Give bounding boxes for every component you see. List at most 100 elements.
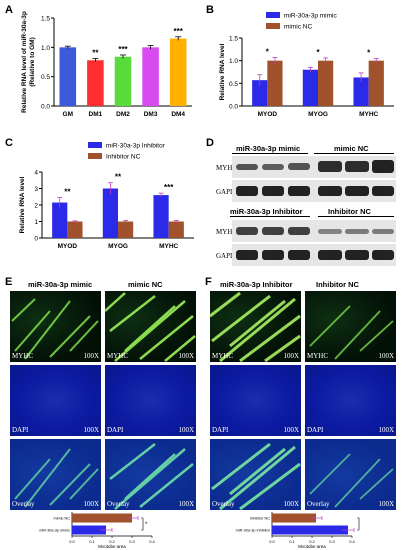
x-tick-label: 0.2 xyxy=(309,539,315,544)
x-tick-label: 0.4 xyxy=(349,539,355,544)
bar xyxy=(59,47,77,106)
x-tick-label: 0.3 xyxy=(329,539,335,544)
e-overlay-nc-image: Overlay 100X xyxy=(105,439,196,510)
y-tick-label: 0.0 xyxy=(41,104,50,111)
magnification-label: 100X xyxy=(283,352,299,360)
bar xyxy=(153,195,169,238)
bar xyxy=(52,202,68,238)
y-tick-label: 3 xyxy=(34,186,38,193)
magnification-label: 100X xyxy=(378,426,394,434)
wb-strip-gapdh-2 xyxy=(232,244,396,266)
bar xyxy=(114,56,132,106)
x-tick-label: 0.1 xyxy=(89,539,95,544)
bar xyxy=(102,188,118,238)
image-label: MYHC xyxy=(212,352,234,360)
x-tick-label: MYOG xyxy=(308,111,328,118)
legend-label: miR-30a-3p mimic xyxy=(284,13,337,20)
y-axis-label: Relative RNA level xyxy=(19,176,26,233)
image-label: DAPI xyxy=(212,426,229,434)
significance-label: * xyxy=(316,48,320,57)
bar xyxy=(318,60,334,106)
panel-f-images: miR-30a-3p Inhibitor Inhibitor NC MYHC 1… xyxy=(208,276,402,550)
wb-title-line xyxy=(232,153,308,154)
significance-label: *** xyxy=(174,27,184,36)
bar xyxy=(87,60,104,106)
significance-label: ** xyxy=(92,48,99,57)
legend-swatch xyxy=(88,153,102,159)
y-tick-label: 4 xyxy=(34,170,38,177)
bar xyxy=(142,47,159,106)
bar xyxy=(169,38,187,106)
bar xyxy=(72,513,132,523)
image-label: Overlay xyxy=(307,500,330,508)
legend-label: Inhibitor NC xyxy=(106,154,141,161)
panel-f-col2-title: Inhibitor NC xyxy=(316,280,359,289)
y-tick-label: miR-30a-3p mimic xyxy=(39,529,70,533)
image-label: Overlay xyxy=(212,500,235,508)
magnification-label: 100X xyxy=(178,352,194,360)
x-tick-label: MYHC xyxy=(159,243,178,250)
significance-label: * xyxy=(367,48,371,57)
y-tick-label: 1.5 xyxy=(229,36,238,43)
f-dapi-nc-image: DAPI 100X xyxy=(305,365,396,436)
chart-a: 0.0 0.5 1.0 1.5 Relative RNA level of miR-30… xyxy=(21,11,192,118)
x-tick-label: DM4 xyxy=(171,111,185,118)
chart-e-quant: 0.0 0.1 0.2 0.3 0.4 Myotube area mimic NC miR-3… xyxy=(39,512,156,548)
e-myhc-nc-image: MYHC 100X xyxy=(105,291,196,362)
y-tick-label: miR-30a-3p Inhibitor xyxy=(236,529,271,533)
magnification-label: 100X xyxy=(178,426,194,434)
x-tick-label: 0.2 xyxy=(109,539,115,544)
wb-strip-gapdh-1 xyxy=(232,180,396,202)
magnification-label: 100X xyxy=(378,352,394,360)
y-tick-label: 0.5 xyxy=(41,74,50,81)
image-label: DAPI xyxy=(307,426,324,434)
magnification-label: 100X xyxy=(283,426,299,434)
wb-row-label: GAPDH xyxy=(216,188,241,196)
x-tick-label: 0.1 xyxy=(289,539,295,544)
panel-e-col1-title: miR-30a-3p mimic xyxy=(28,280,93,289)
wb-title-inhibitor-nc: Inhibitor NC xyxy=(328,207,371,216)
image-label: MYHC xyxy=(12,352,34,360)
wb-title-inhibitor: miR-30a-3p Inhibitor xyxy=(230,207,303,216)
wb-strip-myhc-2 xyxy=(232,220,396,242)
y-tick-label: 0.5 xyxy=(229,81,238,88)
x-tick-label: 0.0 xyxy=(69,539,75,544)
image-label: DAPI xyxy=(12,426,29,434)
western-blot: miR-30a-3p mimic mimic NC MYHC GAPDH miR… xyxy=(216,140,402,270)
legend-label: miR-30a-3p Inhibitor xyxy=(106,143,166,150)
x-tick-label: DM1 xyxy=(89,111,103,118)
x-tick-label: DM3 xyxy=(144,111,158,118)
legend-swatch xyxy=(88,142,102,148)
magnification-label: 100X xyxy=(83,426,99,434)
x-tick-label: MYOD xyxy=(58,243,78,250)
wb-title-mimic-nc: mimic NC xyxy=(334,144,369,153)
bar xyxy=(67,221,83,238)
panel-label-f: F xyxy=(205,276,212,288)
e-dapi-nc-image: DAPI 100X xyxy=(105,365,196,436)
x-axis-label: Myotube area xyxy=(298,544,326,548)
f-myhc-inhibitor-image: MYHC 100X xyxy=(210,291,301,362)
wb-title-line xyxy=(230,216,310,217)
legend-swatch xyxy=(266,23,280,29)
y-tick-label: 1.0 xyxy=(229,58,238,65)
significance-label: ** xyxy=(64,188,71,197)
wb-title-line xyxy=(318,216,394,217)
y-tick-label: 1.0 xyxy=(41,45,50,52)
panel-label-e: E xyxy=(5,276,13,288)
y-tick-label: 1.5 xyxy=(41,16,50,23)
significance-bracket xyxy=(357,517,360,531)
x-tick-label: 0.3 xyxy=(129,539,135,544)
panel-label-a: A xyxy=(5,4,13,16)
legend-swatch xyxy=(266,12,280,18)
y-tick-label: mimic NC xyxy=(54,517,71,521)
wb-title-line xyxy=(314,153,394,154)
x-tick-label: DM2 xyxy=(116,111,130,118)
y-axis-label: (Relative to GM) xyxy=(29,37,36,86)
bar xyxy=(72,525,106,535)
wb-strip-myhc-1 xyxy=(232,156,396,178)
panel-label-d: D xyxy=(206,137,214,149)
y-tick-label: 2 xyxy=(34,203,38,210)
x-axis-label: Myotube area xyxy=(98,544,126,548)
significance-bracket xyxy=(141,517,144,531)
panel-e-col2-title: mimic NC xyxy=(128,280,163,289)
